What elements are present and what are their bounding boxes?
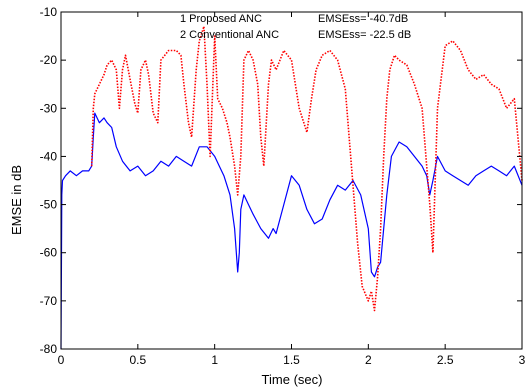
y-tick-label: -60 — [40, 246, 58, 260]
legend-entry-1-value: EMSEss= -40.7dB — [318, 13, 408, 25]
x-tick-label: 0.5 — [129, 353, 146, 367]
x-tick-label: 1.5 — [283, 353, 300, 367]
x-tick-label: 0 — [58, 353, 65, 367]
x-axis-title: Time (sec) — [262, 372, 323, 387]
legend-entry-2-value: EMSEss= -22.5 dB — [318, 29, 411, 41]
plot-background — [61, 12, 522, 349]
series-line-2 — [90, 25, 523, 312]
y-tick-label: -30 — [40, 101, 58, 115]
y-axis-title: EMSE in dB — [9, 165, 24, 235]
x-tick-label: 1 — [211, 353, 218, 367]
legend-entry-1-label: 1 Proposed ANC — [180, 13, 262, 25]
ticks-layer: 0 0.5 1 1.5 2 2.5 3 -80 -70 -60 -50 -40 -30 -20 -10 — [40, 5, 526, 367]
y-tick-label: -10 — [40, 5, 58, 19]
x-tick-label: 2.5 — [437, 353, 454, 367]
y-tick-label: -20 — [40, 53, 58, 67]
y-tick-label: -80 — [40, 342, 58, 356]
x-tick-label: 2 — [365, 353, 372, 367]
x-tick-label: 3 — [519, 353, 526, 367]
legend-entry-2-label: 2 Conventional ANC — [180, 29, 279, 41]
legend: 1 Proposed ANC EMSEss= -40.7dB 2 Convent… — [180, 13, 411, 41]
y-tick-label: -50 — [40, 198, 58, 212]
plot-area — [61, 12, 522, 349]
y-tick-label: -70 — [40, 294, 58, 308]
series-layer — [60, 25, 523, 350]
y-tick-label: -40 — [40, 149, 58, 163]
